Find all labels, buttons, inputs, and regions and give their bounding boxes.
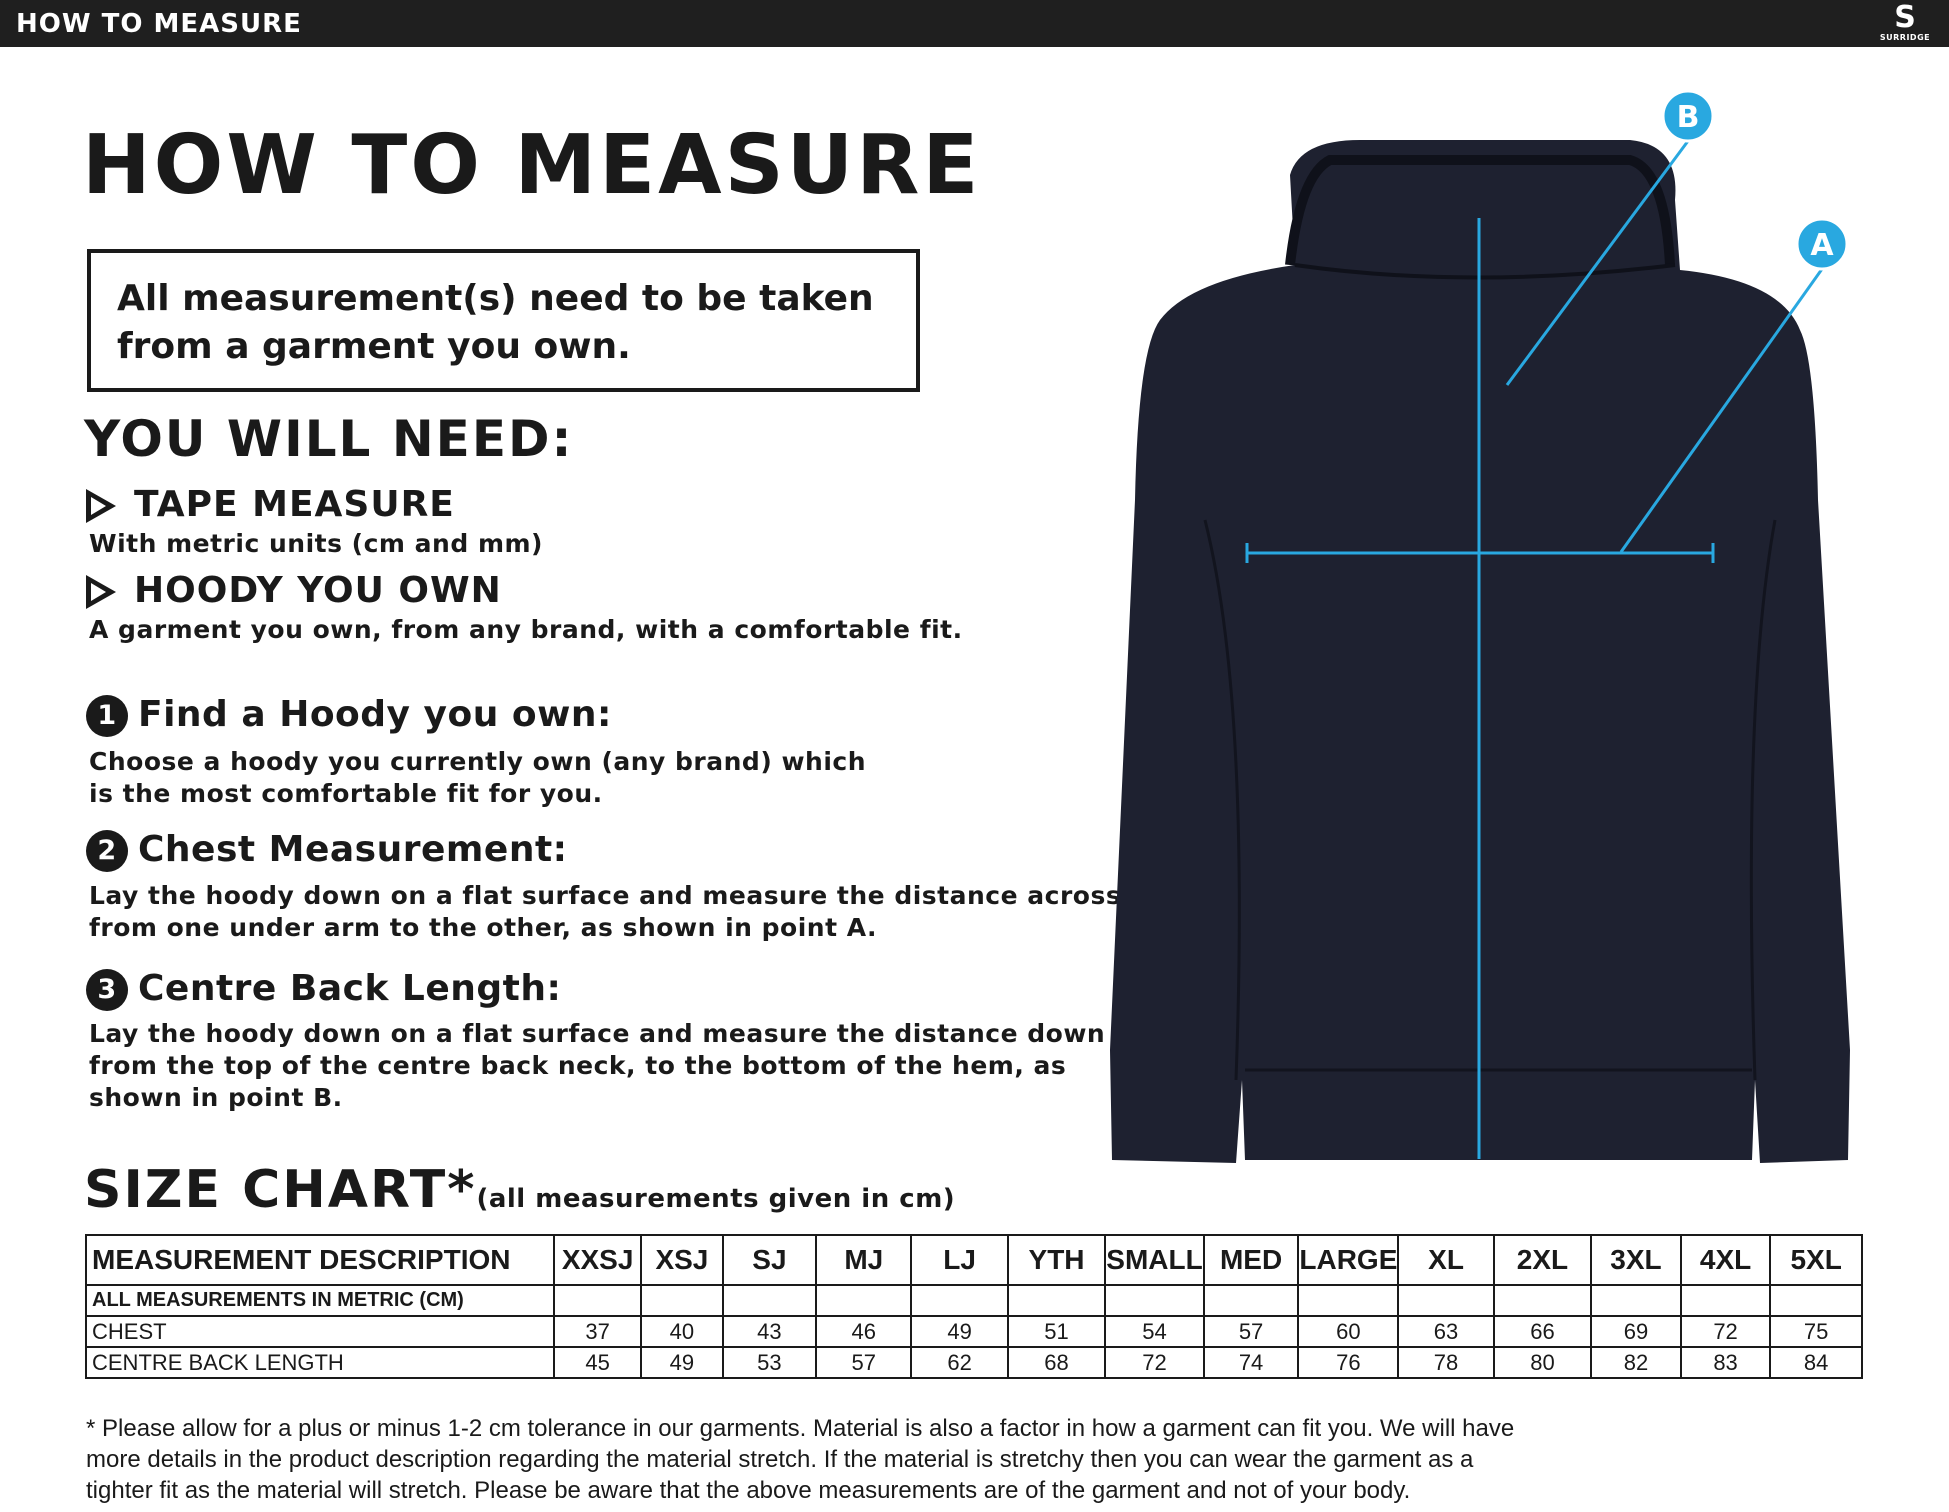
- table-cell: [815, 1284, 913, 1317]
- step-1-desc: Choose a hoody you currently own (any br…: [89, 747, 867, 808]
- step-2-desc: Lay the hoody down on a flat surface and…: [89, 881, 1132, 942]
- column-header: 3XL: [1590, 1234, 1682, 1286]
- table-cell: [1769, 1284, 1863, 1317]
- table-cell: 45: [553, 1346, 643, 1379]
- need-item-tape-desc: With metric units (cm and mm): [89, 529, 543, 558]
- table-cell: [640, 1284, 724, 1317]
- table-cell: [1104, 1284, 1205, 1317]
- table-cell: 40: [640, 1315, 724, 1348]
- table-cell: 63: [1397, 1315, 1495, 1348]
- table-cell: [1590, 1284, 1682, 1317]
- table-cell: 82: [1590, 1346, 1682, 1379]
- table-cell: 75: [1769, 1315, 1863, 1348]
- table-cell: [553, 1284, 643, 1317]
- table-cell: 46: [815, 1315, 913, 1348]
- table-row: ALL MEASUREMENTS IN METRIC (CM): [84, 1284, 1863, 1317]
- table-cell: 80: [1492, 1346, 1593, 1379]
- svg-text:B: B: [1677, 100, 1700, 135]
- table-header-row: MEASUREMENT DESCRIPTION XXSJ XSJ SJ MJ LJ YTH S…: [84, 1234, 1863, 1286]
- table-cell: 37: [553, 1315, 643, 1348]
- you-will-need-heading: YOU WILL NEED:: [84, 410, 574, 468]
- step-1-title: 1 Find a Hoody you own:: [86, 694, 612, 737]
- table-cell: [1679, 1284, 1772, 1317]
- table-cell: [1006, 1284, 1107, 1317]
- row-label: CHEST: [84, 1315, 556, 1348]
- table-cell: [1492, 1284, 1593, 1317]
- page-title: HOW TO MEASURE: [82, 118, 982, 213]
- point-a-marker: A: [1795, 217, 1849, 271]
- table-cell: 68: [1006, 1346, 1107, 1379]
- column-header: XL: [1397, 1234, 1495, 1286]
- row-label: CENTRE BACK LENGTH: [84, 1346, 556, 1379]
- need-item-tape: TAPE MEASURE: [86, 484, 455, 525]
- footnote: * Please allow for a plus or minus 1-2 c…: [86, 1415, 1515, 1504]
- row-label: ALL MEASUREMENTS IN METRIC (CM): [84, 1284, 556, 1317]
- table-cell: 62: [910, 1346, 1009, 1379]
- table-cell: 76: [1297, 1346, 1400, 1379]
- svg-text:A: A: [1810, 228, 1834, 263]
- size-chart-heading: SIZE CHART*(all measurements given in cm…: [84, 1160, 956, 1220]
- table-cell: 49: [640, 1346, 724, 1379]
- table-cell: 84: [1769, 1346, 1863, 1379]
- table-cell: 83: [1679, 1346, 1772, 1379]
- column-header: MJ: [815, 1234, 913, 1286]
- table-cell: 72: [1104, 1346, 1205, 1379]
- table-cell: 49: [910, 1315, 1009, 1348]
- step-3-title: 3 Centre Back Length:: [86, 968, 561, 1011]
- table-cell: 43: [721, 1315, 818, 1348]
- step-number-icon: 2: [86, 830, 128, 872]
- table-cell: 74: [1202, 1346, 1300, 1379]
- column-header: LJ: [910, 1234, 1009, 1286]
- need-item-hoody-desc: A garment you own, from any brand, with …: [89, 615, 963, 644]
- column-header: 5XL: [1769, 1234, 1863, 1286]
- table-cell: [910, 1284, 1009, 1317]
- top-bar: HOW TO MEASURE S SURRIDGE: [0, 0, 1949, 47]
- column-header: XSJ: [640, 1234, 724, 1286]
- surridge-logo: S SURRIDGE: [1879, 0, 1931, 43]
- table-cell: 78: [1397, 1346, 1495, 1379]
- table-cell: [1202, 1284, 1300, 1317]
- table-cell: 66: [1492, 1315, 1593, 1348]
- step-3-desc: Lay the hoody down on a flat surface and…: [89, 1019, 1106, 1112]
- column-header: 4XL: [1679, 1234, 1772, 1286]
- table-cell: [1397, 1284, 1495, 1317]
- table-cell: 53: [721, 1346, 818, 1379]
- triangle-bullet-icon: [86, 575, 116, 609]
- top-bar-title: HOW TO MEASURE: [16, 9, 302, 39]
- table-cell: 57: [1202, 1315, 1300, 1348]
- column-header: YTH: [1006, 1234, 1107, 1286]
- column-header: XXSJ: [553, 1234, 643, 1286]
- table-row: CHEST 37 40 43 46 49 51 54 57 60 63 66 69 72 75: [84, 1315, 1863, 1348]
- column-header: 2XL: [1492, 1234, 1593, 1286]
- column-header: MEASUREMENT DESCRIPTION: [84, 1234, 556, 1286]
- step-number-icon: 1: [86, 695, 128, 737]
- column-header: LARGE: [1297, 1234, 1400, 1286]
- size-chart-table: MEASUREMENT DESCRIPTION XXSJ XSJ SJ MJ LJ YTH S…: [84, 1234, 1863, 1379]
- table-cell: 72: [1679, 1315, 1772, 1348]
- measure-lines: [1245, 140, 1824, 1159]
- step-number-icon: 3: [86, 969, 128, 1011]
- column-header: SJ: [721, 1234, 818, 1286]
- table-row: CENTRE BACK LENGTH 45 49 53 57 62 68 72 74 76 78 80…: [84, 1346, 1863, 1379]
- table-cell: 69: [1590, 1315, 1682, 1348]
- table-cell: 51: [1006, 1315, 1107, 1348]
- table-cell: [721, 1284, 818, 1317]
- notice-box: All measurement(s) need to be taken from…: [87, 249, 920, 392]
- table-cell: 54: [1104, 1315, 1205, 1348]
- need-item-hoody: HOODY YOU OWN: [86, 570, 502, 611]
- table-cell: [1297, 1284, 1400, 1317]
- table-cell: 60: [1297, 1315, 1400, 1348]
- column-header: SMALL: [1104, 1234, 1205, 1286]
- step-2-title: 2 Chest Measurement:: [86, 829, 568, 872]
- table-cell: 57: [815, 1346, 913, 1379]
- column-header: MED: [1202, 1234, 1300, 1286]
- triangle-bullet-icon: [86, 489, 116, 523]
- point-b-marker: B: [1661, 89, 1715, 143]
